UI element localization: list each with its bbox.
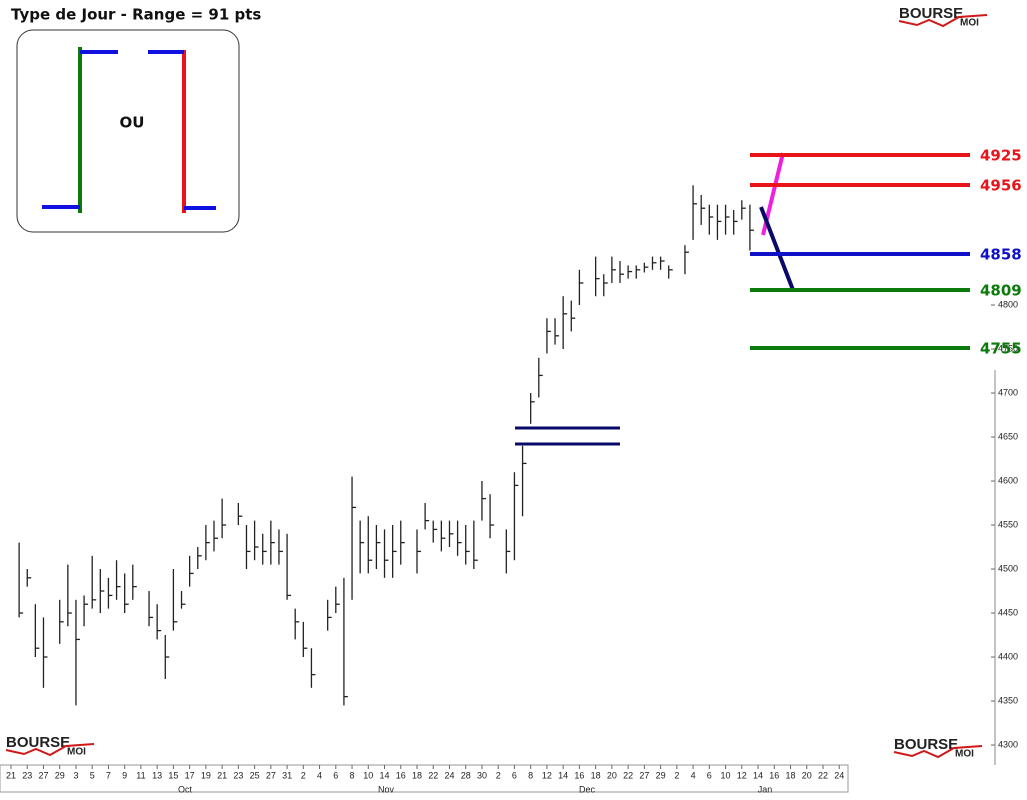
- logo-text: BOURSE: [6, 734, 70, 751]
- y-tick-label: 4750: [998, 343, 1018, 353]
- logo-sub: MOI: [67, 747, 86, 758]
- x-tick-label: 27: [38, 770, 48, 780]
- logo-arrow: [5, 743, 95, 757]
- x-tick-label: 2: [674, 770, 679, 780]
- level-label: 4809: [980, 282, 1022, 300]
- x-tick-label: 29: [55, 770, 65, 780]
- x-tick-label: 13: [152, 770, 162, 780]
- y-tick-label: 4800: [998, 299, 1018, 309]
- x-tick-label: 24: [834, 770, 844, 780]
- x-tick-label: 14: [753, 770, 763, 780]
- x-tick-label: 8: [528, 770, 533, 780]
- x-tick-label: 22: [428, 770, 438, 780]
- x-tick-label: 3: [73, 770, 78, 780]
- x-tick-label: 6: [707, 770, 712, 780]
- month-label: Dec: [579, 784, 596, 794]
- x-tick-label: 23: [22, 770, 32, 780]
- x-tick-label: 14: [380, 770, 390, 780]
- x-tick-label: 16: [574, 770, 584, 780]
- level-label: 4925: [980, 147, 1022, 165]
- y-tick-label: 4650: [998, 431, 1018, 441]
- x-tick-label: 4: [691, 770, 696, 780]
- path-line: [759, 206, 795, 291]
- logo-text: BOURSE: [894, 736, 958, 753]
- x-tick-label: 30: [477, 770, 487, 780]
- y-tick-label: 4500: [998, 563, 1018, 573]
- x-tick-label: 18: [786, 770, 796, 780]
- x-tick-label: 17: [185, 770, 195, 780]
- y-tick-label: 4350: [998, 695, 1018, 705]
- x-tick-label: 22: [623, 770, 633, 780]
- x-tick-label: 25: [250, 770, 260, 780]
- x-tick-label: 5: [90, 770, 95, 780]
- y-tick-label: 4300: [998, 739, 1018, 749]
- month-label: Oct: [178, 784, 193, 794]
- x-tick-label: 16: [396, 770, 406, 780]
- inset: OU: [16, 29, 240, 233]
- x-tick-label: 6: [333, 770, 338, 780]
- x-tick-label: 14: [558, 770, 568, 780]
- x-tick-label: 12: [737, 770, 747, 780]
- logo-arrow: [893, 745, 983, 759]
- x-tick-label: 18: [591, 770, 601, 780]
- x-tick-label: 29: [656, 770, 666, 780]
- x-tick-label: 11: [136, 770, 145, 780]
- level-label: 4755: [980, 340, 1022, 358]
- level-label: 4956: [980, 177, 1022, 195]
- y-tick-label: 4700: [998, 387, 1018, 397]
- x-tick-label: 21: [217, 770, 227, 780]
- logo-sub: MOI: [955, 749, 974, 760]
- y-tick-label: 4400: [998, 651, 1018, 661]
- x-tick-label: 2: [301, 770, 306, 780]
- x-tick-label: 15: [168, 770, 178, 780]
- x-tick-label: 21: [6, 770, 16, 780]
- x-tick-label: 2: [496, 770, 501, 780]
- x-tick-label: 27: [266, 770, 276, 780]
- logo-sub: MOI: [960, 18, 979, 29]
- x-tick-label: 22: [818, 770, 828, 780]
- x-tick-label: 20: [802, 770, 812, 780]
- logo-text: BOURSE: [899, 5, 963, 22]
- x-tick-label: 9: [122, 770, 127, 780]
- month-label: Nov: [378, 784, 395, 794]
- x-tick-label: 10: [363, 770, 373, 780]
- x-tick-label: 7: [106, 770, 111, 780]
- x-tick-label: 12: [542, 770, 552, 780]
- x-tick-label: 16: [769, 770, 779, 780]
- x-tick-label: 18: [412, 770, 422, 780]
- x-tick-label: 31: [282, 770, 292, 780]
- month-label: Jan: [758, 784, 773, 794]
- x-tick-label: 8: [350, 770, 355, 780]
- x-tick-label: 19: [201, 770, 211, 780]
- x-axis-band: [0, 764, 849, 793]
- level-label: 4858: [980, 246, 1022, 264]
- logo-arrow: [898, 14, 988, 28]
- x-tick-label: 23: [233, 770, 243, 780]
- x-tick-label: 6: [512, 770, 517, 780]
- inset-label: OU: [120, 114, 145, 132]
- x-tick-label: 20: [607, 770, 617, 780]
- y-tick-label: 4600: [998, 475, 1018, 485]
- x-tick-label: 24: [444, 770, 454, 780]
- x-tick-label: 27: [639, 770, 649, 780]
- x-tick-label: 4: [317, 770, 322, 780]
- y-tick-label: 4550: [998, 519, 1018, 529]
- chart-title: Type de Jour - Range = 91 pts: [11, 6, 261, 24]
- y-tick-label: 4450: [998, 607, 1018, 617]
- x-tick-label: 28: [461, 770, 471, 780]
- x-tick-label: 10: [721, 770, 731, 780]
